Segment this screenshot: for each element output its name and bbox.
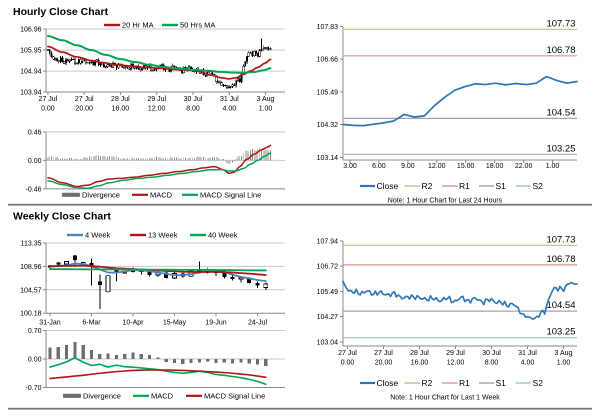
svg-text:12.00: 12.00 [428, 163, 446, 170]
svg-text:20.00: 20.00 [375, 360, 393, 367]
svg-text:31-Jan: 31-Jan [39, 320, 61, 327]
svg-text:29 Jul: 29 Jul [147, 96, 166, 103]
svg-text:104.27: 104.27 [317, 314, 339, 321]
svg-text:0.00: 0.00 [28, 158, 42, 165]
svg-text:4.00: 4.00 [521, 360, 535, 367]
svg-text:27 Jul: 27 Jul [374, 350, 393, 357]
svg-text:30 Jul: 30 Jul [184, 96, 203, 103]
svg-text:50 Hrs MA: 50 Hrs MA [180, 21, 215, 30]
svg-text:R2: R2 [422, 181, 433, 191]
svg-text:4 Week: 4 Week [85, 231, 111, 240]
svg-text:MACD Signal Line: MACD Signal Line [204, 392, 265, 401]
svg-text:Weekly Close Chart: Weekly Close Chart [13, 211, 111, 223]
svg-text:16.00: 16.00 [112, 106, 130, 113]
svg-text:103.25: 103.25 [546, 327, 575, 338]
svg-text:108.96: 108.96 [20, 264, 42, 271]
svg-text:106.96: 106.96 [20, 27, 42, 34]
svg-text:104.54: 104.54 [546, 300, 575, 311]
svg-text:0.00: 0.00 [28, 357, 42, 364]
svg-text:29 Jul: 29 Jul [446, 350, 465, 357]
svg-text:107.73: 107.73 [546, 18, 575, 29]
svg-text:Hourly Close Chart: Hourly Close Chart [13, 6, 109, 18]
svg-text:Note: 1 Hour Chart for Last 1: Note: 1 Hour Chart for Last 1 Week [390, 395, 500, 402]
svg-text:6.00: 6.00 [372, 163, 386, 170]
svg-text:106.72: 106.72 [317, 264, 339, 271]
svg-text:R1: R1 [459, 181, 470, 191]
svg-text:R2: R2 [422, 378, 433, 388]
svg-text:MACD: MACD [150, 191, 173, 200]
svg-text:MACD: MACD [151, 392, 174, 401]
svg-text:103.14: 103.14 [317, 155, 339, 162]
svg-text:3 Aug: 3 Aug [555, 350, 573, 357]
svg-text:31 Jul: 31 Jul [220, 96, 239, 103]
svg-text:12.00: 12.00 [148, 106, 166, 113]
svg-text:28 Jul: 28 Jul [111, 96, 130, 103]
svg-text:13 Week: 13 Week [148, 231, 178, 240]
svg-text:104.57: 104.57 [20, 287, 42, 294]
svg-text:103.04: 103.04 [317, 340, 339, 347]
svg-text:107.83: 107.83 [317, 24, 339, 31]
svg-text:MACD Signal Line: MACD Signal Line [200, 191, 261, 200]
svg-text:Close: Close [377, 181, 399, 191]
svg-text:106.66: 106.66 [317, 57, 339, 64]
svg-text:15-May: 15-May [163, 320, 187, 327]
svg-text:3 Aug: 3 Aug [257, 96, 275, 103]
svg-text:10-Apr: 10-Apr [122, 320, 144, 327]
svg-text:-0.46: -0.46 [26, 186, 42, 193]
svg-text:27 Jul: 27 Jul [75, 96, 94, 103]
svg-text:105.95: 105.95 [20, 48, 42, 55]
svg-text:106.78: 106.78 [546, 254, 575, 265]
svg-text:18.00: 18.00 [486, 163, 504, 170]
svg-text:40 Week: 40 Week [208, 231, 238, 240]
svg-text:105.49: 105.49 [317, 89, 339, 96]
svg-text:Close: Close [377, 378, 399, 388]
svg-text:1.00: 1.00 [546, 163, 560, 170]
svg-text:103.94: 103.94 [20, 90, 42, 97]
svg-text:104.54: 104.54 [546, 107, 575, 118]
svg-text:15.00: 15.00 [457, 163, 475, 170]
svg-text:27 Jul: 27 Jul [338, 350, 357, 357]
svg-text:20 Hr MA: 20 Hr MA [122, 21, 154, 30]
svg-text:4.00: 4.00 [222, 106, 236, 113]
svg-text:103.25: 103.25 [546, 143, 575, 154]
svg-text:31 Jul: 31 Jul [518, 350, 537, 357]
svg-text:Divergence: Divergence [82, 191, 120, 200]
svg-text:105.49: 105.49 [317, 289, 339, 296]
svg-text:107.73: 107.73 [546, 234, 575, 245]
svg-text:20.00: 20.00 [75, 106, 93, 113]
svg-text:Note: 1 Hour Chart for Last 24: Note: 1 Hour Chart for Last 24 Hours [388, 198, 503, 205]
svg-text:104.32: 104.32 [317, 122, 339, 129]
svg-text:22.00: 22.00 [515, 163, 533, 170]
svg-text:24-Jul: 24-Jul [248, 320, 268, 327]
svg-text:S1: S1 [496, 378, 507, 388]
svg-text:S2: S2 [533, 378, 544, 388]
svg-text:3.00: 3.00 [343, 163, 357, 170]
svg-text:S2: S2 [533, 181, 544, 191]
svg-text:113.35: 113.35 [21, 241, 42, 248]
svg-text:1.00: 1.00 [557, 360, 571, 367]
svg-text:0.00: 0.00 [41, 106, 55, 113]
svg-text:28 Jul: 28 Jul [410, 350, 429, 357]
svg-text:6-Mar: 6-Mar [82, 320, 101, 327]
svg-text:0.70: 0.70 [28, 328, 42, 335]
svg-text:1.00: 1.00 [259, 106, 273, 113]
svg-text:8.00: 8.00 [186, 106, 200, 113]
svg-text:8.00: 8.00 [485, 360, 499, 367]
svg-text:27 Jul: 27 Jul [39, 96, 58, 103]
svg-text:104.94: 104.94 [20, 69, 42, 76]
svg-text:106.78: 106.78 [546, 45, 575, 56]
svg-text:12.00: 12.00 [447, 360, 465, 367]
svg-text:R1: R1 [459, 378, 470, 388]
svg-text:19-Jun: 19-Jun [205, 320, 227, 327]
svg-text:100.18: 100.18 [20, 311, 42, 318]
svg-text:107.94: 107.94 [317, 239, 339, 246]
svg-text:16.00: 16.00 [411, 360, 429, 367]
svg-text:9.00: 9.00 [401, 163, 415, 170]
svg-text:Divergence: Divergence [83, 392, 121, 401]
svg-text:-0.70: -0.70 [26, 385, 42, 392]
svg-text:30 Jul: 30 Jul [482, 350, 501, 357]
svg-text:0.00: 0.00 [341, 360, 355, 367]
svg-text:S1: S1 [496, 181, 507, 191]
svg-text:0.46: 0.46 [28, 129, 42, 136]
